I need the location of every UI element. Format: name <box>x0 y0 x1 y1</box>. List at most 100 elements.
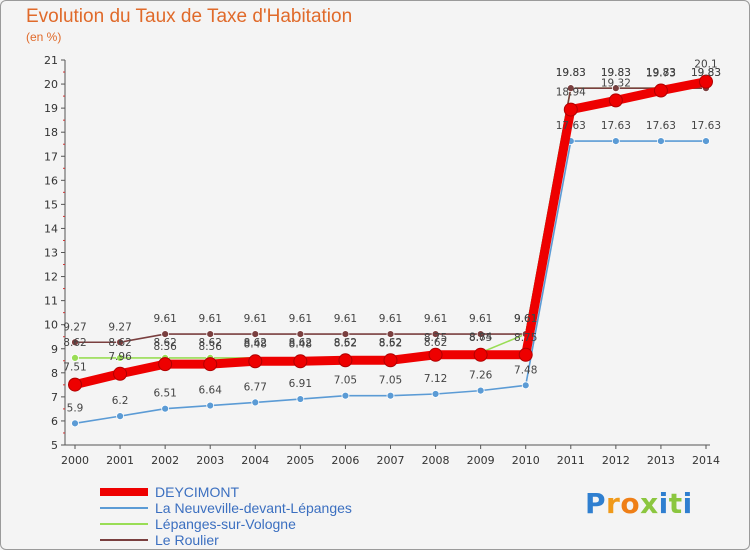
chart-title: Evolution du Taux de Taxe d'Habitation <box>26 6 353 27</box>
data-label-0: 20.1 <box>694 59 717 71</box>
y-tick-label: 14 <box>44 222 58 235</box>
logo-letter: P <box>585 487 607 520</box>
data-label-0: 8.75 <box>469 332 492 344</box>
logo-letter: i <box>658 487 669 520</box>
series-point-1 <box>611 137 620 145</box>
data-label-3: 9.27 <box>108 321 131 333</box>
data-label-2: 19.83 <box>601 67 631 79</box>
series-point-1 <box>161 404 170 413</box>
x-tick-label: 2006 <box>331 454 359 467</box>
y-tick-label: 18 <box>44 126 58 139</box>
series-point-0 <box>113 366 128 381</box>
series-point-1 <box>341 391 350 400</box>
data-label-0: 7.96 <box>108 351 132 363</box>
data-label-0: 8.36 <box>199 341 223 353</box>
data-label-1: 6.77 <box>244 381 267 393</box>
data-label-2: 9.61 <box>514 313 537 325</box>
data-label-0: 19.73 <box>646 68 676 80</box>
data-label-0: 8.75 <box>424 332 447 344</box>
data-label-2: 8.62 <box>424 337 447 349</box>
data-label-2: 19.83 <box>691 67 721 79</box>
data-label-3: 9.61 <box>289 313 312 325</box>
x-tick-label: 2000 <box>61 454 89 467</box>
data-label-3: 19.83 <box>556 67 586 79</box>
data-label-2: 8.62 <box>289 337 312 349</box>
data-label-1: 7.05 <box>379 375 402 387</box>
data-label-1: 6.51 <box>153 388 176 400</box>
series-point-1 <box>116 412 124 421</box>
x-tick-label: 2003 <box>196 454 224 467</box>
y-tick-label: 13 <box>44 247 58 260</box>
x-tick-label: 2014 <box>692 454 720 467</box>
series-point-0 <box>473 347 488 362</box>
y-tick-label: 20 <box>44 78 58 91</box>
series-point-0 <box>518 347 533 362</box>
series-point-0 <box>248 354 263 369</box>
data-label-3: 9.61 <box>153 313 176 325</box>
y-tick-label: 8 <box>51 367 58 380</box>
y-tick-label: 17 <box>44 150 58 163</box>
data-label-3: 9.61 <box>379 313 402 325</box>
unit-label: (en %) <box>26 30 62 44</box>
data-label-3: 19.83 <box>691 67 721 79</box>
series-point-0 <box>338 353 353 368</box>
legend-label: Le Roulier <box>155 532 219 548</box>
data-label-2: 8.62 <box>153 337 176 349</box>
series-point-3 <box>251 330 260 338</box>
series-point-1 <box>431 390 440 398</box>
data-label-0: 19.32 <box>601 77 631 89</box>
series-point-0 <box>608 93 623 108</box>
data-label-0: 8.52 <box>334 337 357 349</box>
legend-label: DEYCIMONT <box>155 484 239 500</box>
series-point-0 <box>563 102 578 117</box>
data-label-0: 8.36 <box>153 341 177 353</box>
series-point-3 <box>116 338 124 347</box>
data-label-3: 9.61 <box>424 313 447 325</box>
legend-label: Lépanges-sur-Vologne <box>155 516 296 532</box>
logo-letter: o <box>620 487 641 520</box>
x-tick-label: 2010 <box>512 454 540 467</box>
x-tick-label: 2013 <box>647 454 675 467</box>
data-label-0: 8.52 <box>379 337 402 349</box>
y-tick-label: 6 <box>51 415 58 428</box>
x-tick-label: 2002 <box>151 454 179 467</box>
data-label-1: 6.64 <box>199 385 223 397</box>
legend-swatch <box>100 523 148 525</box>
y-tick-label: 11 <box>44 295 58 308</box>
series-point-0 <box>203 357 218 372</box>
y-tick-label: 5 <box>51 439 58 452</box>
y-tick-label: 21 <box>44 54 58 67</box>
data-label-1: 7.48 <box>514 364 537 376</box>
data-label-1: 17.63 <box>691 120 721 132</box>
data-label-1: 17.63 <box>556 120 586 132</box>
y-tick-label: 12 <box>44 271 58 284</box>
data-label-1: 7.05 <box>334 375 357 387</box>
logo-letter: t <box>668 487 683 520</box>
data-label-2: 8.62 <box>108 337 131 349</box>
series-point-0 <box>293 354 308 369</box>
x-tick-label: 2008 <box>422 454 450 467</box>
x-tick-label: 2007 <box>377 454 405 467</box>
data-label-0: 8.48 <box>289 338 312 350</box>
series-point-3 <box>71 338 79 347</box>
y-tick-label: 16 <box>44 174 58 187</box>
data-label-3: 9.61 <box>199 313 222 325</box>
data-label-2: 8.62 <box>379 337 402 349</box>
series-point-0 <box>158 357 173 372</box>
data-label-2: 19.83 <box>556 67 586 79</box>
series-point-1 <box>702 137 710 145</box>
data-label-3: 9.61 <box>244 313 267 325</box>
series-point-0 <box>68 377 82 392</box>
series-point-1 <box>657 137 665 145</box>
series-point-3 <box>161 330 170 338</box>
legend-swatch <box>100 488 148 496</box>
legend-swatch <box>100 539 148 541</box>
legend-swatch <box>100 507 148 509</box>
series-point-1 <box>71 419 79 428</box>
x-tick-label: 2011 <box>557 454 585 467</box>
data-label-1: 6.91 <box>289 378 312 390</box>
series-point-1 <box>521 381 530 390</box>
x-tick-label: 2001 <box>106 454 134 467</box>
data-label-2: 8.84 <box>469 332 493 344</box>
series-point-1 <box>296 395 305 403</box>
